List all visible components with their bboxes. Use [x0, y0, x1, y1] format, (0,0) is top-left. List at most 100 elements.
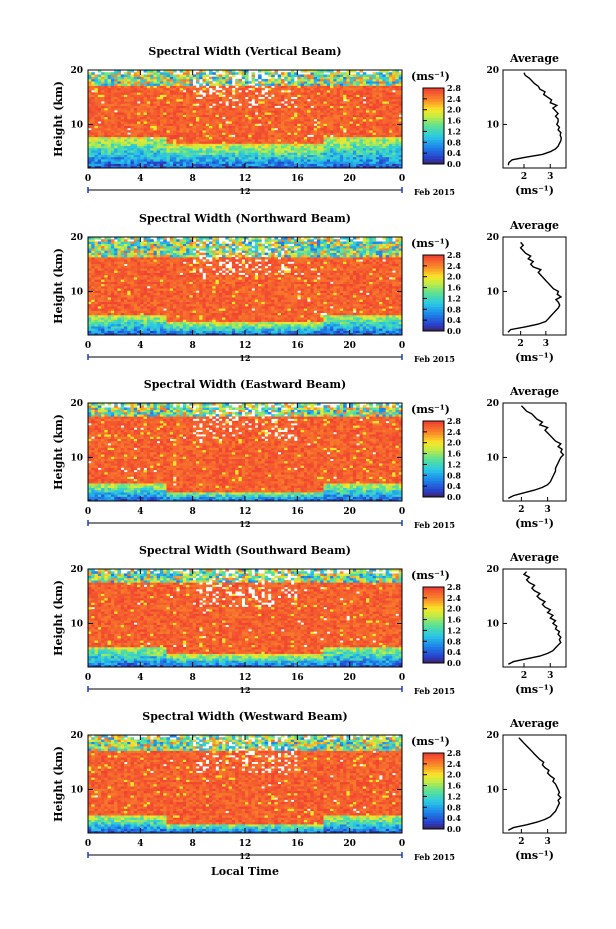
heatmap-cell: [392, 319, 396, 322]
heatmap-cell: [120, 156, 125, 160]
heatmap-cell: [231, 323, 236, 327]
heatmap-cell: [280, 145, 285, 149]
heatmap-cell: [179, 143, 184, 147]
heatmap-cell: [153, 96, 157, 100]
heatmap-cell: [388, 83, 393, 86]
heatmap-cell: [159, 90, 164, 93]
heatmap-cell: [140, 92, 144, 95]
heatmap-cell: [297, 323, 301, 327]
heatmap-cell: [362, 103, 367, 106]
heatmap-cell: [349, 143, 354, 147]
heatmap-cell: [114, 145, 118, 149]
heatmap-cell: [104, 94, 108, 98]
heatmap-cell: [267, 101, 272, 104]
heatmap-cell: [189, 161, 193, 164]
heatmap-cell: [254, 156, 259, 160]
heatmap-cell: [339, 332, 344, 336]
heatmap-cell: [159, 116, 164, 120]
heatmap-cell: [153, 163, 157, 167]
heatmap-cell: [225, 127, 229, 131]
heatmap-cell: [271, 112, 275, 115]
heatmap-cell: [199, 134, 203, 138]
heatmap-cell: [114, 98, 118, 102]
heatmap-cell: [166, 119, 171, 122]
heatmap-cell: [97, 130, 102, 133]
heatmap-cell: [359, 90, 364, 93]
heatmap-cell: [189, 321, 193, 325]
heatmap-cell: [316, 332, 321, 336]
heatmap-cell: [231, 165, 236, 169]
heatmap-cell: [176, 107, 180, 111]
heatmap-cell: [91, 150, 95, 153]
heatmap-cell: [290, 107, 295, 111]
heatmap-cell: [362, 134, 367, 138]
heatmap-cell: [300, 98, 305, 102]
heatmap-cell: [156, 85, 161, 89]
heatmap-cell: [182, 83, 187, 86]
heatmap-cell: [117, 114, 122, 118]
heatmap-cell: [127, 107, 131, 111]
heatmap-cell: [261, 165, 265, 169]
heatmap-cell: [294, 134, 298, 138]
heatmap-cell: [352, 123, 357, 126]
heatmap-cell: [310, 112, 314, 115]
heatmap-cell: [339, 147, 344, 151]
heatmap-cell: [395, 328, 400, 331]
heatmap-cell: [343, 136, 347, 140]
heatmap-cell: [159, 317, 164, 320]
heatmap-cell: [238, 112, 243, 115]
heatmap-cell: [88, 119, 92, 122]
heatmap-cell: [274, 147, 279, 151]
heatmap-cell: [150, 312, 154, 316]
heatmap-cell: [346, 76, 350, 80]
heatmap-cell: [123, 103, 128, 106]
heatmap-cell: [297, 107, 301, 111]
heatmap-cell: [333, 132, 337, 135]
heatmap-cell: [192, 125, 197, 129]
heatmap-cell: [202, 78, 207, 82]
heatmap-cell: [372, 145, 377, 149]
heatmap-cell: [385, 330, 390, 334]
heatmap-cell: [140, 74, 144, 77]
heatmap-cell: [349, 328, 354, 331]
heatmap-cell: [369, 319, 373, 322]
heatmap-cell: [127, 98, 131, 102]
heatmap-cell: [209, 314, 213, 318]
heatmap-cell: [392, 110, 396, 113]
heatmap-cell: [395, 130, 400, 133]
heatmap-cell: [333, 136, 337, 140]
heatmap-cell: [264, 136, 269, 140]
heatmap-cell: [176, 317, 180, 320]
heatmap-cell: [123, 78, 128, 82]
heatmap-cell: [339, 112, 344, 115]
heatmap-cell: [307, 159, 311, 162]
heatmap-cell: [156, 119, 161, 122]
heatmap-cell: [189, 125, 193, 129]
heatmap-cell: [91, 119, 95, 122]
heatmap-cell: [150, 314, 154, 318]
heatmap-cell: [97, 83, 102, 86]
heatmap-cell: [182, 85, 187, 89]
heatmap-cell: [231, 317, 236, 320]
heatmap-cell: [173, 314, 177, 318]
heatmap-cell: [215, 70, 220, 73]
heatmap-cell: [199, 107, 203, 111]
heatmap-cell: [349, 132, 354, 135]
heatmap-cell: [294, 125, 298, 129]
heatmap-cell: [395, 330, 400, 334]
heatmap-cell: [192, 92, 197, 95]
heatmap-cell: [123, 123, 128, 126]
heatmap-cell: [271, 101, 275, 104]
heatmap-cell: [267, 332, 272, 336]
heatmap-cell: [294, 103, 298, 106]
heatmap-cell: [166, 328, 171, 331]
heatmap-cell: [372, 159, 377, 162]
heatmap-cell: [186, 85, 190, 89]
heatmap-cell: [274, 314, 279, 318]
heatmap-cell: [235, 87, 239, 91]
heatmap-cell: [248, 141, 252, 144]
heatmap-cell: [107, 114, 112, 118]
heatmap-cell: [127, 110, 131, 113]
heatmap-cell: [114, 72, 118, 75]
heatmap-cell: [140, 319, 144, 322]
